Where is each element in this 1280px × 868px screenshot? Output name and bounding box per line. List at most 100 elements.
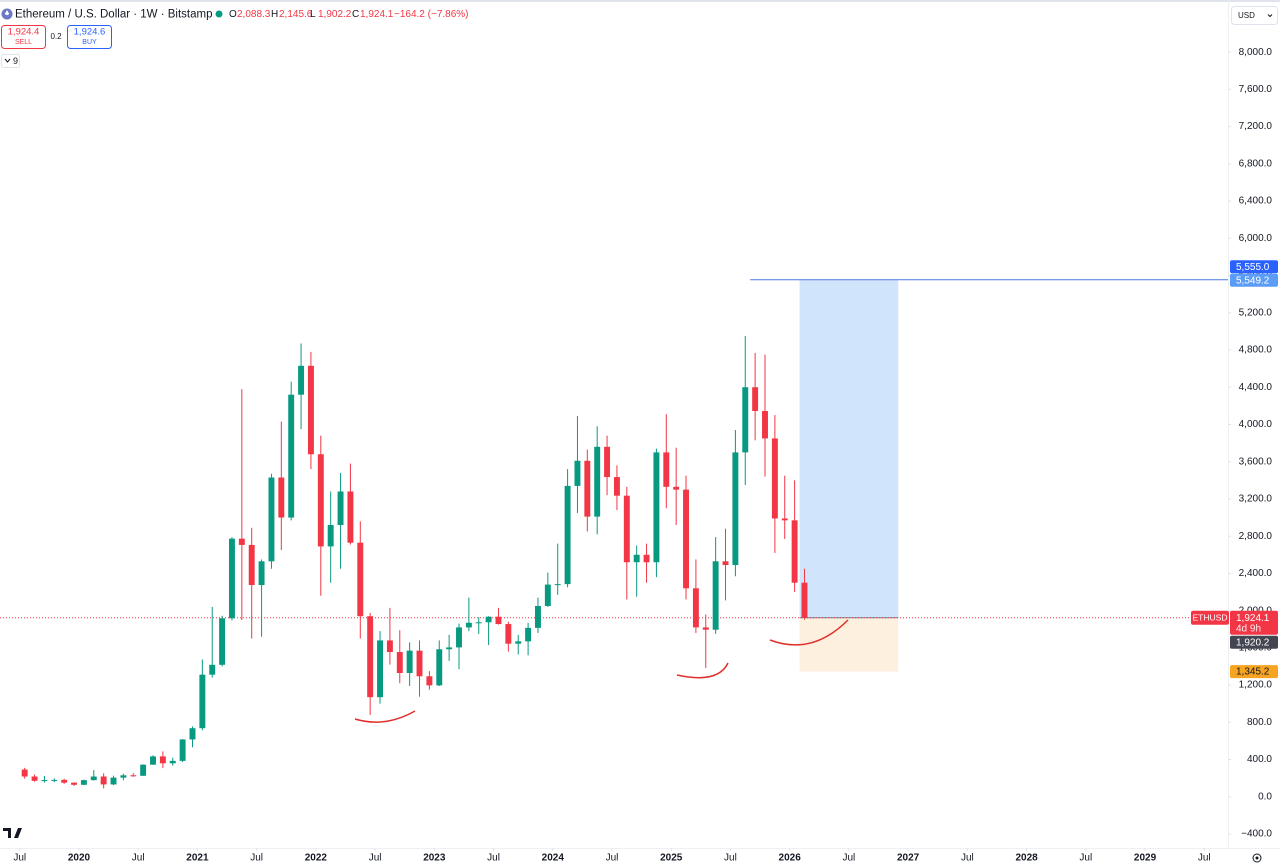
currency[interactable]: USD (1238, 11, 1255, 20)
candle-body (317, 454, 324, 547)
candle-body (525, 627, 532, 642)
symbol-title[interactable]: Ethereum / U.S. Dollar · 1W · Bitstamp (15, 9, 212, 21)
candle-body (692, 588, 699, 628)
candle-body (633, 554, 640, 563)
candle-body (120, 775, 127, 778)
drawn-curve (354, 710, 416, 723)
bid-label-bg (1230, 635, 1278, 649)
candle-body (515, 641, 522, 644)
candle-body (71, 782, 77, 785)
candle-body (732, 452, 739, 566)
ohlc-key: H (271, 9, 278, 20)
candle-body (722, 561, 729, 566)
candle-body (781, 518, 788, 521)
x-tick-label: 2021 (186, 853, 209, 864)
x-tick-label: Jul (1198, 853, 1211, 864)
y-tick-label: 3,600.0 (1239, 456, 1273, 467)
tradingview-logo[interactable] (3, 828, 22, 838)
sell-label[interactable]: SELL (15, 39, 32, 46)
countdown: 4d 9h (1236, 623, 1261, 634)
ohlc-values: O 2,088.3 H 2,145.6L 1,902.2 C 1,924.1 (229, 9, 394, 20)
y-tick-label: 2,400.0 (1239, 568, 1273, 579)
candle-body (673, 486, 680, 490)
target-label-bg (1230, 273, 1278, 287)
candle-body (169, 760, 176, 764)
candle-body (268, 477, 275, 562)
symbol-tag-bg (1191, 610, 1229, 625)
candle-body (278, 477, 285, 518)
candle-body (594, 446, 601, 517)
candle-body (663, 452, 670, 487)
horizontal-line-label: 5,555.0 (1236, 262, 1270, 273)
symbol-tag: ETHUSD (1193, 612, 1228, 622)
candle-body (446, 647, 453, 650)
candle-body (416, 650, 423, 677)
y-tick-label: 8,000.0 (1239, 47, 1273, 58)
x-tick-label: Jul (843, 853, 856, 864)
sell-button[interactable] (1, 25, 46, 49)
candle-body (130, 775, 137, 777)
y-tick-label: −400.0 (1241, 829, 1272, 840)
candle-body (643, 554, 650, 563)
buy-label[interactable]: BUY (82, 39, 97, 46)
buy-price[interactable]: 1,924.6 (74, 27, 106, 38)
candle-body (110, 777, 117, 785)
candle-body (159, 756, 166, 764)
x-tick-label: Jul (961, 853, 974, 864)
candle-body (771, 438, 778, 519)
candle-body (702, 627, 709, 630)
candle-body (623, 495, 630, 563)
candle-body (604, 446, 611, 478)
candle-body (485, 616, 492, 623)
plot-area (0, 279, 1228, 789)
y-tick-label: 7,600.0 (1239, 84, 1273, 95)
y-tick-label: 5,200.0 (1239, 307, 1273, 318)
x-tick-label: 2026 (779, 853, 802, 864)
candle-body (752, 387, 759, 411)
x-tick-label: 2020 (68, 853, 91, 864)
candle-body (475, 622, 482, 624)
candle-body (307, 365, 314, 455)
drawn-curve (769, 619, 849, 646)
currency-select[interactable] (1231, 6, 1278, 25)
ohlc-value: 1,924.1 (360, 9, 394, 20)
indicators-toggle[interactable] (1, 54, 20, 68)
ohlc-value: 1,902.2 (318, 9, 352, 20)
candle-body (61, 779, 68, 783)
candle-body (41, 780, 48, 782)
candle-body (189, 728, 196, 740)
candle-body (31, 776, 38, 781)
candle-body (298, 365, 305, 395)
x-tick-label: 2022 (305, 853, 328, 864)
x-tick-label: 2029 (1134, 853, 1157, 864)
sell-price[interactable]: 1,924.4 (8, 27, 40, 38)
y-tick-label: 7,200.0 (1239, 121, 1273, 132)
candle-body (100, 776, 107, 785)
last-price: 1,924.1 (1236, 613, 1270, 624)
ohlc-key: C (352, 9, 359, 20)
candle-body (248, 544, 255, 586)
x-tick-label: 2025 (660, 853, 683, 864)
candle-body (791, 520, 798, 583)
buy-button[interactable] (67, 25, 112, 49)
y-tick-label: 400.0 (1247, 754, 1272, 765)
settings-icon[interactable] (1252, 853, 1262, 863)
market-status (215, 10, 223, 18)
y-tick-label: 2,800.0 (1239, 531, 1273, 542)
candle-body (258, 561, 265, 586)
candle-body (199, 674, 206, 729)
candle-body (140, 764, 147, 776)
x-tick-label: Jul (724, 853, 737, 864)
drawn-curve (676, 662, 729, 679)
candle-body (465, 622, 472, 628)
candle-body (456, 627, 462, 648)
chevron (1267, 14, 1273, 18)
candle-body (406, 650, 413, 674)
x-tick-label: Jul (606, 853, 619, 864)
x-tick-label: Jul (13, 853, 26, 864)
candle-body (229, 538, 235, 619)
ohlc-key: L (310, 9, 316, 20)
indicator-count[interactable]: 9 (13, 56, 18, 66)
